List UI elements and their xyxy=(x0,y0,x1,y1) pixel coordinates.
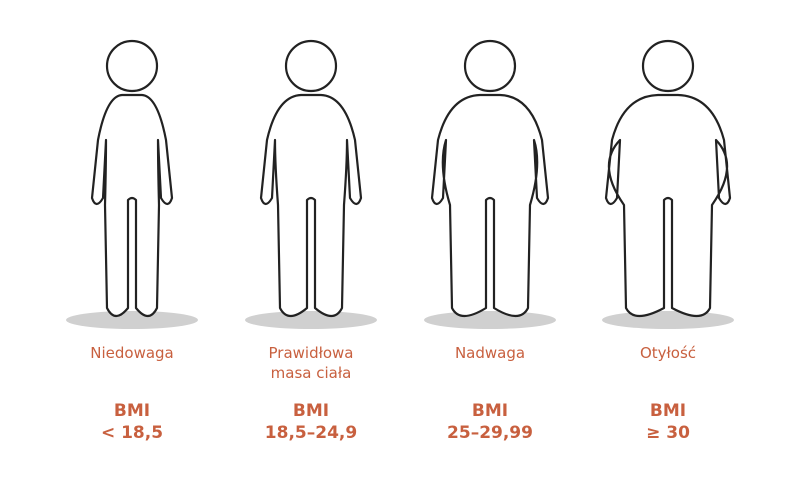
body xyxy=(259,93,363,318)
bmi-underweight: BMI < 18,5 xyxy=(47,400,217,444)
category-name-obesity: Otyłość xyxy=(639,344,697,362)
bmi-range: < 18,5 xyxy=(100,423,164,443)
bmi-label: BMI xyxy=(113,401,151,421)
body xyxy=(90,93,174,318)
category-name-normal: Prawidłowa masa ciała xyxy=(268,344,354,382)
bmi-overweight: BMI 25–29,99 xyxy=(405,400,575,444)
head xyxy=(463,39,517,93)
category-name-overweight: Nadwaga xyxy=(454,344,526,362)
bmi-label: BMI xyxy=(292,401,330,421)
shadow xyxy=(66,311,198,329)
head xyxy=(105,39,159,93)
body xyxy=(430,93,550,318)
body xyxy=(604,93,732,318)
figure-underweight xyxy=(66,39,198,329)
bmi-label: BMI xyxy=(471,401,509,421)
bmi-range: ≥ 30 xyxy=(646,423,690,443)
head xyxy=(641,39,695,93)
shadow xyxy=(424,311,556,329)
figure-overweight xyxy=(424,39,556,329)
shadow xyxy=(245,311,377,329)
category-name-underweight: Niedowaga xyxy=(90,344,174,362)
shadow xyxy=(602,311,734,329)
head xyxy=(284,39,338,93)
figure-obesity xyxy=(602,39,734,329)
bmi-label: BMI xyxy=(649,401,687,421)
bmi-range: 25–29,99 xyxy=(447,423,533,443)
bmi-obesity: BMI ≥ 30 xyxy=(583,400,753,444)
bmi-range: 18,5–24,9 xyxy=(264,423,358,443)
bmi-normal: BMI 18,5–24,9 xyxy=(226,400,396,444)
figure-normal xyxy=(245,39,377,329)
